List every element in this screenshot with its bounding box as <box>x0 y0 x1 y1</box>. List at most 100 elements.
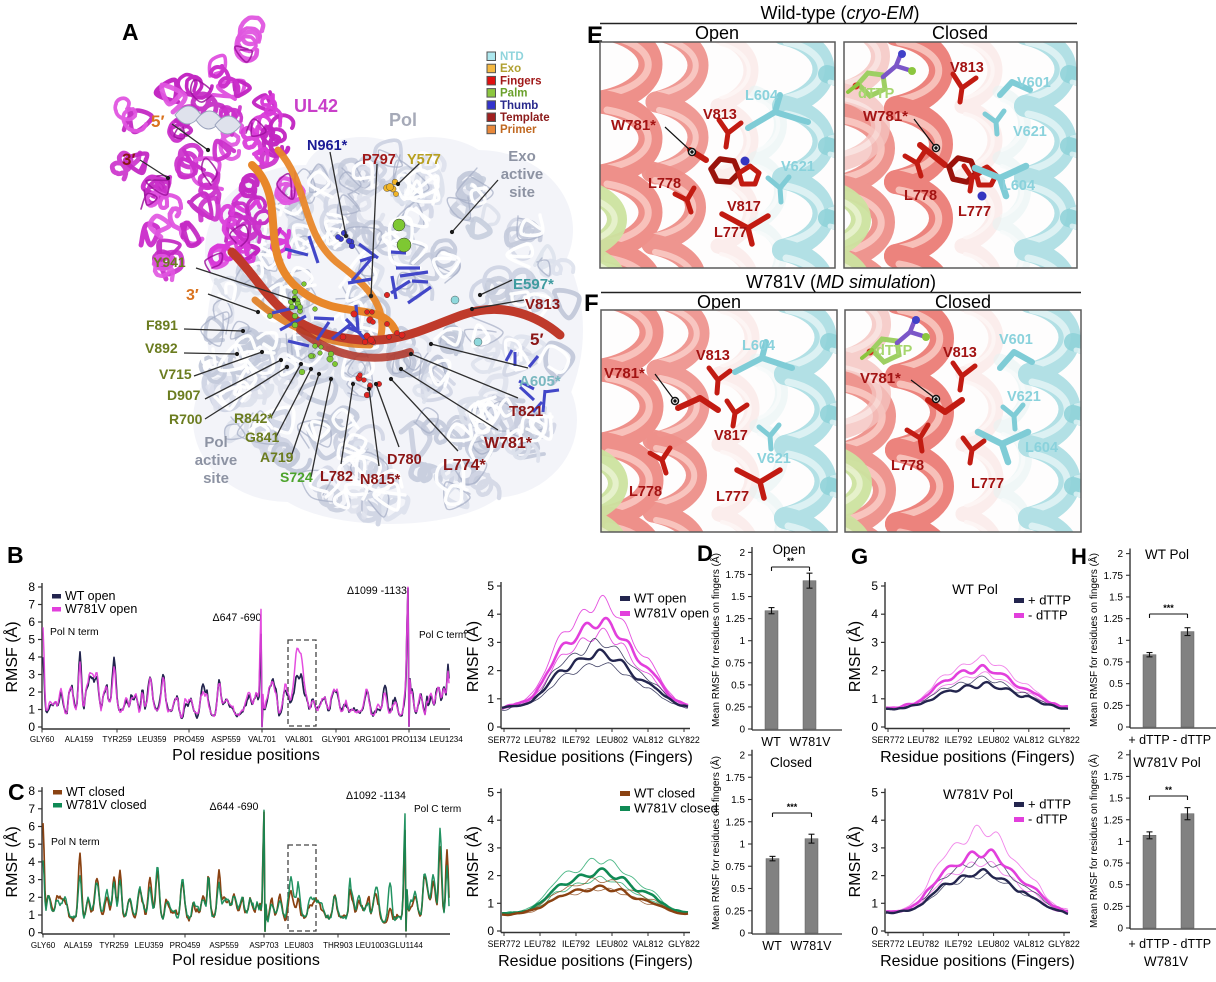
svg-text:W781V Pol: W781V Pol <box>943 786 1013 802</box>
svg-text:RMSF (Å): RMSF (Å) <box>463 826 482 897</box>
svg-text:0.75: 0.75 <box>1104 859 1124 870</box>
svg-text:V621: V621 <box>781 159 815 175</box>
svg-text:R842*: R842* <box>234 410 273 426</box>
svg-text:Closed: Closed <box>935 292 991 312</box>
svg-text:PRO1134: PRO1134 <box>392 735 427 744</box>
svg-text:L777: L777 <box>958 204 991 220</box>
svg-text:2: 2 <box>1117 750 1123 761</box>
svg-text:dTTP: dTTP <box>858 86 895 102</box>
svg-text:0: 0 <box>871 720 878 734</box>
svg-text:0.75: 0.75 <box>726 658 746 669</box>
svg-text:ILE792: ILE792 <box>562 939 590 949</box>
svg-text:RMSF (Å): RMSF (Å) <box>463 621 482 692</box>
svg-text:1.25: 1.25 <box>726 817 746 828</box>
svg-text:TYR259: TYR259 <box>99 941 129 950</box>
svg-text:Mean RMSF for residues on fing: Mean RMSF for residues on fingers (Å) <box>709 756 722 930</box>
svg-text:5′: 5′ <box>530 330 544 349</box>
svg-text:D907: D907 <box>167 387 201 403</box>
svg-text:W781V Pol: W781V Pol <box>1133 755 1201 770</box>
svg-text:site: site <box>509 184 535 201</box>
svg-text:Residue positions (Fingers): Residue positions (Fingers) <box>498 749 693 766</box>
svg-text:V781*: V781* <box>860 370 901 387</box>
svg-text:LEU1003: LEU1003 <box>355 941 389 950</box>
svg-text:4: 4 <box>28 650 35 664</box>
svg-text:1.5: 1.5 <box>731 592 745 603</box>
svg-text:W781V: W781V <box>1144 954 1188 969</box>
svg-text:0: 0 <box>487 720 494 734</box>
svg-text:2: 2 <box>871 664 878 678</box>
svg-text:0.5: 0.5 <box>731 680 745 691</box>
svg-text:Exo: Exo <box>500 63 521 75</box>
svg-text:Exo: Exo <box>508 148 536 165</box>
svg-text:GLY822: GLY822 <box>1048 939 1080 949</box>
svg-text:1: 1 <box>1117 837 1123 848</box>
svg-text:VAL801: VAL801 <box>285 735 313 744</box>
svg-text:WT open: WT open <box>634 591 687 606</box>
svg-text:0: 0 <box>28 720 35 734</box>
svg-text:0.75: 0.75 <box>726 862 746 873</box>
svg-text:3: 3 <box>487 841 494 855</box>
svg-text:**: ** <box>1165 785 1173 795</box>
svg-text:LEU782: LEU782 <box>524 939 556 949</box>
svg-text:6: 6 <box>28 615 35 629</box>
svg-text:5: 5 <box>28 837 35 851</box>
svg-text:ALA159: ALA159 <box>65 735 94 744</box>
svg-text:3: 3 <box>28 668 35 682</box>
svg-text:0.5: 0.5 <box>731 884 745 895</box>
svg-text:S724: S724 <box>280 469 313 485</box>
svg-text:1: 1 <box>739 840 745 851</box>
svg-text:Δ647 -690: Δ647 -690 <box>213 612 262 624</box>
svg-text:1: 1 <box>1117 636 1123 647</box>
svg-text:***: *** <box>787 802 798 812</box>
svg-text:Mean RMSF for residues on fing: Mean RMSF for residues on fingers (Å) <box>1087 553 1100 727</box>
svg-text:WT closed: WT closed <box>66 785 125 799</box>
svg-text:THR903: THR903 <box>323 941 353 950</box>
svg-text:WT Pol: WT Pol <box>1145 547 1189 562</box>
svg-text:2: 2 <box>739 548 745 559</box>
svg-text:L604: L604 <box>1025 440 1058 456</box>
svg-text:3: 3 <box>487 635 494 649</box>
svg-text:Δ644 -690: Δ644 -690 <box>210 801 259 813</box>
svg-text:W781*: W781* <box>484 435 533 452</box>
svg-text:2: 2 <box>1117 549 1123 560</box>
svg-text:Open: Open <box>772 542 805 557</box>
svg-text:1.25: 1.25 <box>1104 815 1124 826</box>
svg-text:4: 4 <box>487 607 494 621</box>
svg-text:ASP559: ASP559 <box>209 941 239 950</box>
svg-text:L778: L778 <box>904 188 937 204</box>
svg-text:Δ1092 -1134: Δ1092 -1134 <box>346 790 406 802</box>
svg-text:B: B <box>7 542 24 568</box>
svg-text:Residue positions (Fingers): Residue positions (Fingers) <box>880 953 1075 970</box>
svg-text:L604: L604 <box>745 88 778 104</box>
svg-text:ILE792: ILE792 <box>944 735 972 745</box>
svg-text:Mean RMSF for residues on fing: Mean RMSF for residues on fingers (Å) <box>709 553 722 727</box>
svg-text:1: 1 <box>487 692 494 706</box>
svg-text:TYR259: TYR259 <box>102 735 132 744</box>
svg-text:GLY822: GLY822 <box>668 939 700 949</box>
svg-text:V813: V813 <box>525 296 560 313</box>
svg-text:GLY822: GLY822 <box>1048 735 1080 745</box>
svg-text:H: H <box>1071 544 1087 569</box>
svg-text:VAL812: VAL812 <box>1013 735 1044 745</box>
svg-text:+ dTTP: + dTTP <box>1128 733 1169 747</box>
svg-text:+ dTTP: + dTTP <box>1028 593 1071 608</box>
svg-text:Template: Template <box>500 112 550 124</box>
svg-text:VAL812: VAL812 <box>633 939 664 949</box>
svg-text:W781V: W781V <box>790 735 832 749</box>
svg-text:W781*: W781* <box>863 108 908 125</box>
svg-text:Mean RMSF for residues on fing: Mean RMSF for residues on fingers (Å) <box>1087 754 1100 928</box>
svg-text:W781V closed: W781V closed <box>66 798 147 812</box>
svg-text:ILE792: ILE792 <box>562 735 590 745</box>
svg-text:SER772: SER772 <box>872 939 905 949</box>
svg-text:WT: WT <box>761 735 781 749</box>
svg-text:G: G <box>851 544 868 569</box>
svg-text:0.5: 0.5 <box>1109 880 1123 891</box>
svg-text:LEU359: LEU359 <box>135 941 164 950</box>
svg-text:Pol N term: Pol N term <box>50 627 99 638</box>
svg-text:5: 5 <box>871 786 878 800</box>
svg-text:Y577: Y577 <box>407 152 441 168</box>
svg-text:4: 4 <box>871 813 878 827</box>
svg-text:L778: L778 <box>648 176 681 192</box>
svg-text:Wild-type (cryo-EM): Wild-type (cryo-EM) <box>760 3 919 23</box>
svg-text:5: 5 <box>871 579 878 593</box>
